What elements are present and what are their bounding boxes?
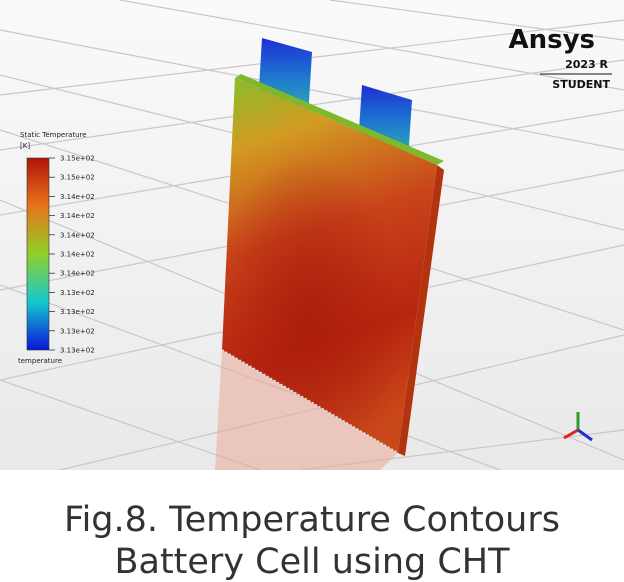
logo-brand: Ansys: [508, 25, 595, 55]
legend-footer: temperature: [18, 357, 62, 365]
legend-label: 3.14e+02: [60, 193, 95, 201]
legend-label: 3.15e+02: [60, 155, 95, 163]
logo-version: 2023 R: [565, 58, 608, 71]
page: {"figure": { "legend": {"title": "Static…: [0, 0, 624, 553]
legend-label: 3.13e+02: [60, 289, 95, 297]
legend-label: 3.13e+02: [60, 308, 95, 316]
legend-label: 3.14e+02: [60, 231, 95, 239]
legend-label: 3.14e+02: [60, 251, 95, 259]
legend-unit: [K]: [20, 142, 30, 150]
legend-label: 3.14e+02: [60, 212, 95, 220]
contour-figure: Static Temperature [K] temperature 3.15e…: [0, 0, 624, 470]
legend-label: 3.14e+02: [60, 270, 95, 278]
caption-line2: Battery Cell using CHT: [0, 542, 624, 582]
logo-edition: STUDENT: [552, 78, 610, 91]
legend-label: 3.13e+02: [60, 347, 95, 355]
caption-line1: Fig.8. Temperature Contours: [0, 500, 624, 540]
legend-label: 3.13e+02: [60, 327, 95, 335]
color-bar: [27, 158, 49, 350]
legend-label: 3.15e+02: [60, 174, 95, 182]
legend-title: Static Temperature: [20, 131, 87, 139]
